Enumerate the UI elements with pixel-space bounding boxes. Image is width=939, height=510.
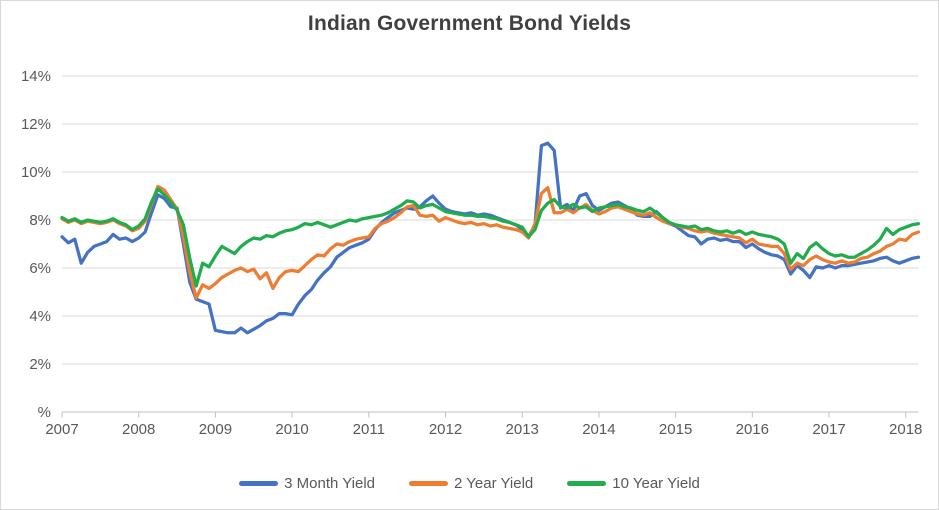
x-axis-tick-label: 2017 — [812, 421, 845, 438]
x-axis-tick-label: 2014 — [582, 421, 615, 438]
x-axis-tick-label: 2010 — [275, 421, 308, 438]
legend-item-10-year-yield: 10 Year Yield — [567, 475, 700, 492]
legend: 3 Month Yield 2 Year Yield 10 Year Yield — [1, 467, 938, 499]
chart-title: Indian Government Bond Yields — [307, 12, 632, 35]
legend-swatch-3-month-yield — [239, 480, 279, 486]
y-axis-tick-label: 4% — [29, 308, 51, 325]
legend-item-2-year-yield: 2 Year Yield — [409, 475, 533, 492]
series-line-10-year-yield — [60, 187, 921, 288]
legend-label: 3 Month Yield — [284, 474, 376, 492]
y-axis-tick-label: 14% — [21, 68, 51, 85]
y-axis-tick-label: 6% — [29, 260, 51, 277]
y-axis-tick-label: 10% — [21, 164, 51, 181]
y-axis-tick-label: 8% — [29, 212, 51, 229]
series-line-3-month-yield — [60, 141, 921, 335]
x-axis-tick-label: 2007 — [45, 421, 78, 438]
y-axis-tick-label: 12% — [21, 116, 51, 133]
legend-label: 10 Year Yield — [612, 474, 700, 492]
x-axis-tick-label: 2009 — [199, 421, 232, 438]
x-axis-tick-label: 2016 — [736, 421, 769, 438]
legend-swatch-10-year-yield — [567, 480, 607, 486]
legend-label: 2 Year Yield — [454, 474, 534, 492]
legend-swatch-2-year-yield — [409, 480, 449, 486]
x-axis-tick-label: 2011 — [353, 421, 385, 438]
legend-item-3-month-yield: 3 Month Yield — [239, 475, 375, 492]
x-axis-tick-label: 2015 — [659, 421, 692, 438]
x-axis-tick-label: 2012 — [429, 421, 462, 438]
y-axis-tick-label: % — [38, 404, 51, 421]
x-axis-tick-label: 2018 — [889, 421, 922, 438]
x-axis-tick-label: 2013 — [506, 421, 539, 438]
series-line-2-year-yield — [60, 184, 921, 300]
y-axis-tick-label: 2% — [29, 356, 51, 373]
x-axis-tick-label: 2008 — [122, 421, 155, 438]
